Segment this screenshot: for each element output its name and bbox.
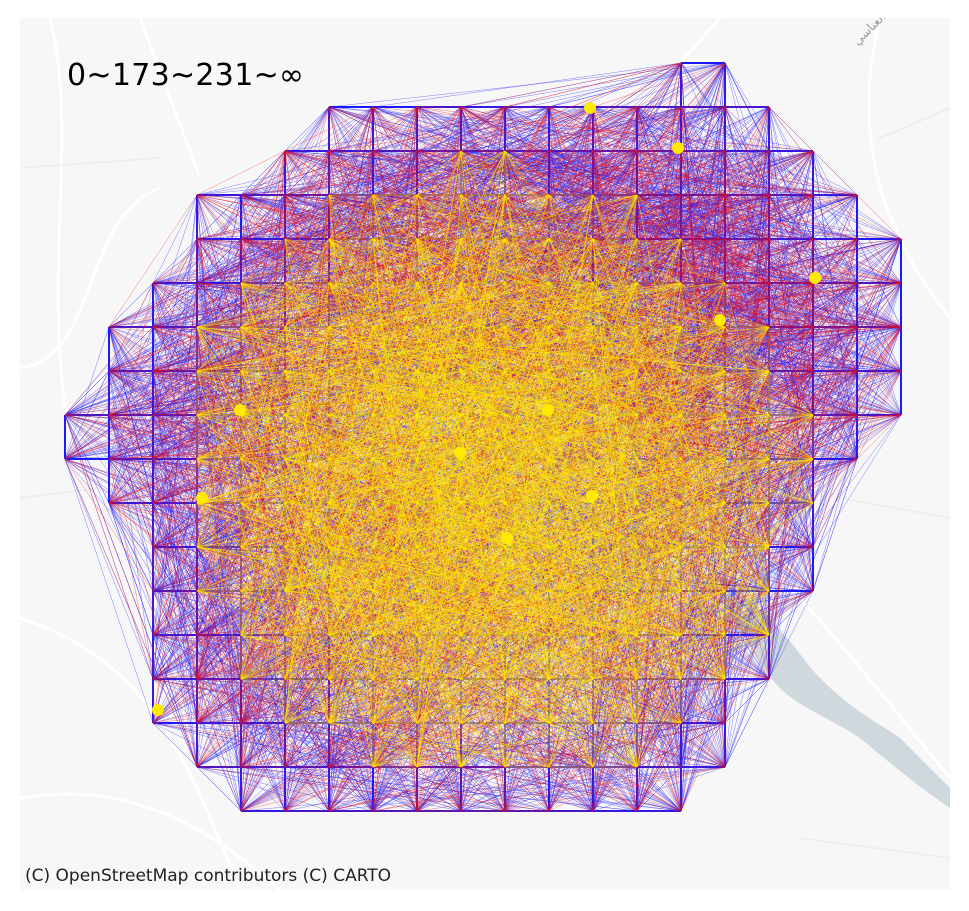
hub-node-icon xyxy=(196,492,208,504)
hub-node-icon xyxy=(586,490,598,502)
hub-node-icon xyxy=(454,447,466,459)
map-frame[interactable]: ش. صلاح العناسي 0~173~231~∞ (C) OpenStre… xyxy=(20,18,950,890)
hub-node-icon xyxy=(584,102,596,114)
hub-node-icon xyxy=(234,404,246,416)
hub-node-icon xyxy=(152,704,164,716)
hub-node-icon xyxy=(672,142,684,154)
hub-node-icon xyxy=(501,532,513,544)
map-attribution: (C) OpenStreetMap contributors (C) CARTO xyxy=(25,866,392,886)
hub-node-icon xyxy=(542,404,554,416)
od-flow-network xyxy=(64,62,902,812)
flow-class-legend: 0~173~231~∞ xyxy=(67,58,305,93)
hub-nodes xyxy=(152,102,821,716)
hub-node-icon xyxy=(714,314,726,326)
hub-node-icon xyxy=(809,272,821,284)
